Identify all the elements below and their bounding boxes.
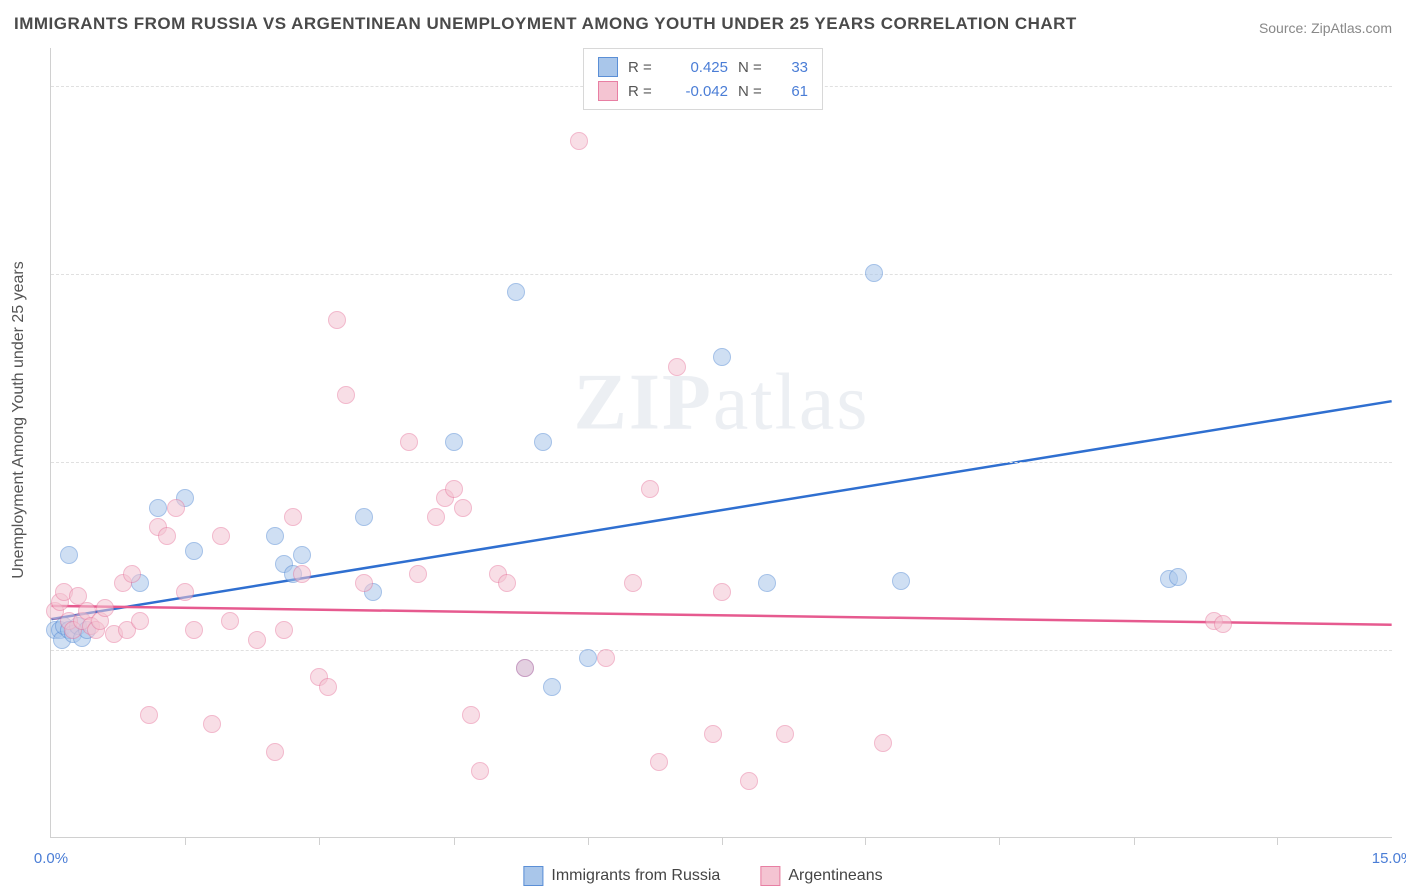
data-point: [328, 311, 346, 329]
data-point: [203, 715, 221, 733]
data-point: [704, 725, 722, 743]
data-point: [1214, 615, 1232, 633]
data-point: [355, 574, 373, 592]
data-point: [266, 527, 284, 545]
stat-label: R =: [628, 59, 658, 76]
data-point: [713, 348, 731, 366]
data-point: [221, 612, 239, 630]
x-tick-label: 15.0%: [1372, 850, 1406, 867]
gridline: [51, 650, 1392, 651]
stats-legend: R = 0.425 N = 33 R = -0.042 N = 61: [583, 48, 823, 110]
data-point: [248, 631, 266, 649]
data-point: [650, 753, 668, 771]
x-tick: [1134, 837, 1135, 845]
legend-item: Argentineans: [760, 866, 882, 886]
data-point: [462, 706, 480, 724]
stat-n-value: 61: [778, 83, 808, 100]
data-point: [123, 565, 141, 583]
data-point: [319, 678, 337, 696]
data-point: [543, 678, 561, 696]
data-point: [507, 283, 525, 301]
data-point: [337, 386, 355, 404]
data-point: [776, 725, 794, 743]
data-point: [149, 499, 167, 517]
data-point: [284, 508, 302, 526]
series-legend: Immigrants from Russia Argentineans: [523, 866, 882, 886]
x-tick: [185, 837, 186, 845]
data-point: [597, 649, 615, 667]
data-point: [212, 527, 230, 545]
legend-stat-row: R = 0.425 N = 33: [598, 55, 808, 79]
data-point: [641, 480, 659, 498]
data-point: [158, 527, 176, 545]
y-axis-label: Unemployment Among Youth under 25 years: [10, 261, 28, 579]
stat-label: R =: [628, 83, 658, 100]
data-point: [516, 659, 534, 677]
legend-swatch: [598, 57, 618, 77]
data-point: [293, 565, 311, 583]
legend-stat-row: R = -0.042 N = 61: [598, 79, 808, 103]
stat-label: N =: [738, 83, 768, 100]
data-point: [131, 612, 149, 630]
data-point: [60, 546, 78, 564]
legend-swatch: [523, 866, 543, 886]
data-point: [471, 762, 489, 780]
data-point: [185, 542, 203, 560]
data-point: [874, 734, 892, 752]
data-point: [140, 706, 158, 724]
data-point: [266, 743, 284, 761]
stat-label: N =: [738, 59, 768, 76]
gridline: [51, 274, 1392, 275]
data-point: [624, 574, 642, 592]
data-point: [758, 574, 776, 592]
data-point: [275, 621, 293, 639]
trendline: [51, 606, 1391, 625]
x-tick: [865, 837, 866, 845]
legend-item: Immigrants from Russia: [523, 866, 720, 886]
data-point: [498, 574, 516, 592]
x-tick: [999, 837, 1000, 845]
legend-swatch: [598, 81, 618, 101]
watermark: ZIPatlas: [574, 358, 870, 449]
data-point: [534, 433, 552, 451]
plot-area: ZIPatlas 10.0%20.0%30.0%40.0%0.0%15.0%: [50, 48, 1392, 838]
x-tick: [722, 837, 723, 845]
data-point: [167, 499, 185, 517]
trendlines-layer: [51, 48, 1392, 837]
data-point: [409, 565, 427, 583]
data-point: [400, 433, 418, 451]
stat-r-value: 0.425: [668, 59, 728, 76]
data-point: [185, 621, 203, 639]
legend-swatch: [760, 866, 780, 886]
data-point: [570, 132, 588, 150]
gridline: [51, 462, 1392, 463]
legend-label: Immigrants from Russia: [551, 867, 720, 885]
stat-r-value: -0.042: [668, 83, 728, 100]
x-tick: [588, 837, 589, 845]
data-point: [96, 599, 114, 617]
data-point: [579, 649, 597, 667]
data-point: [445, 433, 463, 451]
x-tick-label: 0.0%: [34, 850, 68, 867]
data-point: [445, 480, 463, 498]
x-tick: [319, 837, 320, 845]
chart-title: IMMIGRANTS FROM RUSSIA VS ARGENTINEAN UN…: [14, 14, 1077, 34]
data-point: [427, 508, 445, 526]
data-point: [865, 264, 883, 282]
x-tick: [454, 837, 455, 845]
data-point: [176, 583, 194, 601]
data-point: [668, 358, 686, 376]
x-tick: [1277, 837, 1278, 845]
data-point: [293, 546, 311, 564]
legend-label: Argentineans: [788, 867, 882, 885]
data-point: [454, 499, 472, 517]
data-point: [713, 583, 731, 601]
stat-n-value: 33: [778, 59, 808, 76]
data-point: [892, 572, 910, 590]
data-point: [740, 772, 758, 790]
data-point: [1169, 568, 1187, 586]
source-attribution: Source: ZipAtlas.com: [1259, 20, 1392, 36]
data-point: [355, 508, 373, 526]
